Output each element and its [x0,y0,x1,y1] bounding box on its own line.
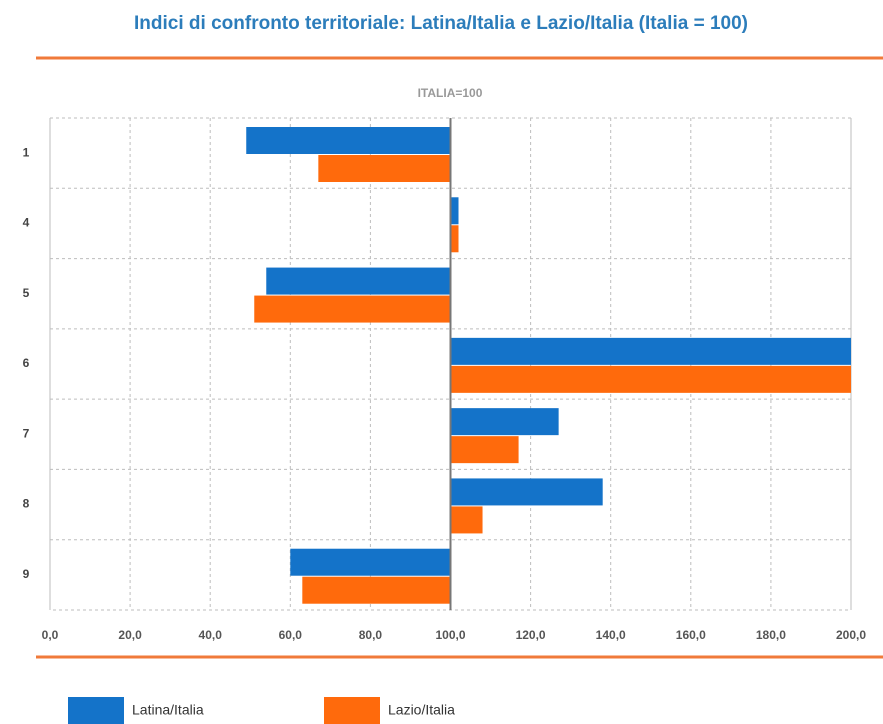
bar [254,295,451,323]
legend-swatch [324,697,380,724]
y-tick-label: 1 [23,145,30,159]
y-tick-label: 6 [23,356,30,370]
x-tick-label: 160,0 [676,628,706,642]
bar [450,365,851,393]
y-tick-label: 4 [23,216,30,230]
bar [450,436,519,464]
x-tick-label: 60,0 [279,628,303,642]
bar [450,337,851,365]
bar [290,548,451,576]
y-tick-label: 9 [23,567,30,581]
legend-label: Lazio/Italia [388,702,455,718]
legend-swatch [68,697,124,724]
x-tick-label: 0,0 [42,628,59,642]
bar [450,506,483,534]
bar [302,576,451,604]
legend-label: Latina/Italia [132,702,204,718]
x-tick-label: 140,0 [596,628,626,642]
x-tick-label: 200,0 [836,628,866,642]
x-tick-label: 180,0 [756,628,786,642]
bar [266,267,451,295]
bar [246,127,451,154]
bar [318,155,451,182]
x-tick-label: 80,0 [359,628,383,642]
bar [450,408,559,436]
x-tick-label: 120,0 [516,628,546,642]
chart-subtitle: ITALIA=100 [418,86,483,100]
bar [450,197,459,225]
x-tick-label: 100,0 [435,628,465,642]
bar [450,478,603,506]
chart-title: Indici di confronto territoriale: Latina… [134,13,748,34]
bar [450,225,459,253]
y-tick-label: 7 [23,426,30,440]
y-tick-label: 5 [23,286,30,300]
x-tick-label: 40,0 [199,628,223,642]
y-tick-label: 8 [23,497,30,511]
x-tick-label: 20,0 [118,628,142,642]
